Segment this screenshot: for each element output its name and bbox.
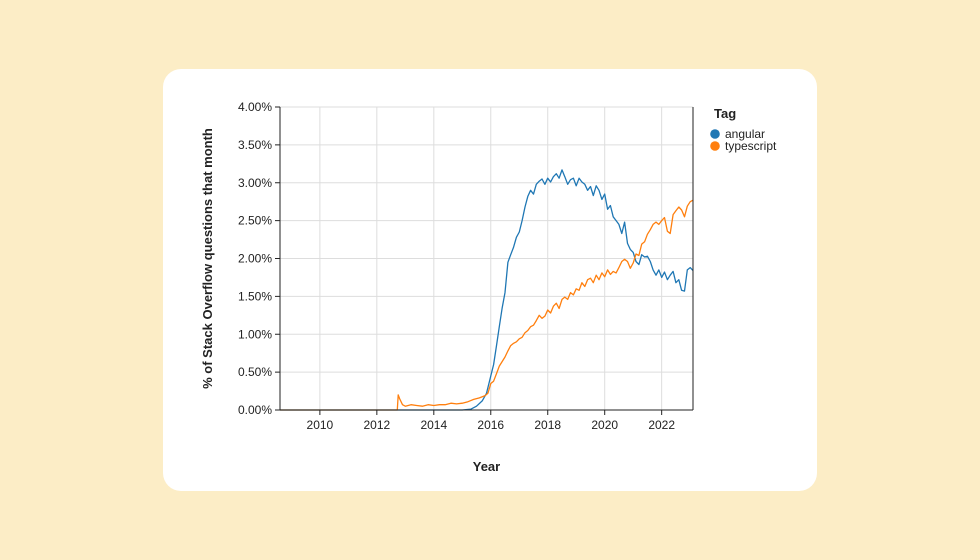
x-axis-title: Year (473, 459, 500, 474)
y-tick-label: 4.00% (238, 100, 272, 114)
y-tick-label: 1.00% (238, 327, 272, 341)
x-tick-label: 2012 (363, 418, 390, 432)
series-line-typescript (280, 199, 694, 411)
series-line-angular (280, 169, 694, 411)
legend-label-typescript: typescript (725, 139, 777, 153)
series-layer (280, 169, 694, 411)
y-tick-label: 3.00% (238, 176, 272, 190)
x-tick-label: 2016 (477, 418, 504, 432)
axes: 0.00% 0.50% 1.00% 1.50% 2.00% 2.50% 3.00% 3.50%… (238, 100, 694, 432)
y-tick-label: 2.00% (238, 252, 272, 266)
x-tick-label: 2014 (420, 418, 447, 432)
legend-label-angular: angular (725, 127, 765, 141)
y-tick-label: 2.50% (238, 214, 272, 228)
legend-symbol-angular (710, 129, 720, 139)
y-tick-label: 0.00% (238, 403, 272, 417)
legend-symbol-typescript (710, 141, 720, 151)
x-tick-label: 2020 (591, 418, 618, 432)
x-tick-label: 2022 (648, 418, 675, 432)
y-tick-label: 3.50% (238, 138, 272, 152)
legend-title: Tag (714, 106, 736, 121)
x-tick-label: 2010 (307, 418, 334, 432)
y-tick-label: 1.50% (238, 289, 272, 303)
x-tick-label: 2018 (534, 418, 561, 432)
y-axis-title: % of Stack Overflow questions that month (200, 128, 215, 389)
line-chart: 0.00% 0.50% 1.00% 1.50% 2.00% 2.50% 3.00% 3.50%… (200, 100, 777, 474)
chart-card: 0.00% 0.50% 1.00% 1.50% 2.00% 2.50% 3.00% 3.50%… (163, 69, 817, 491)
grid-lines (280, 106, 693, 411)
y-tick-label: 0.50% (238, 365, 272, 379)
